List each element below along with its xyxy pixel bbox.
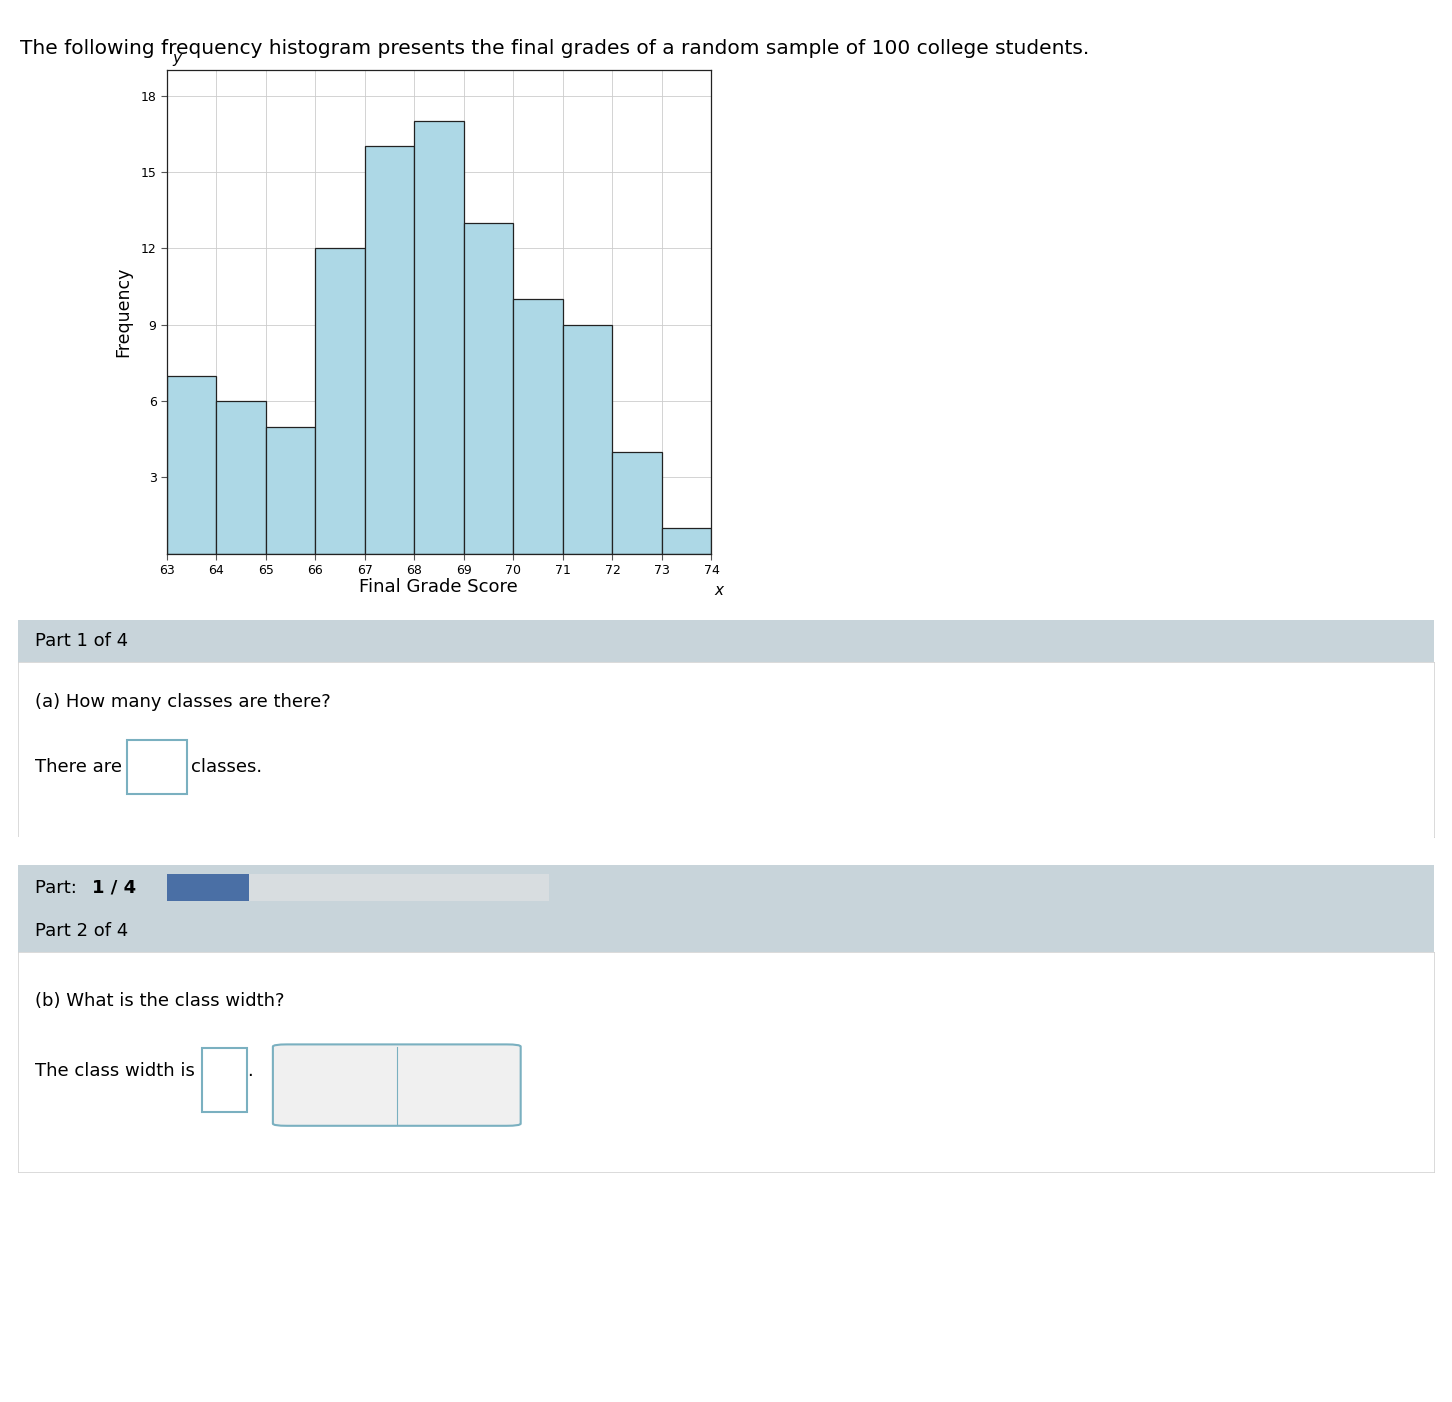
Text: $x$: $x$ — [714, 583, 726, 597]
Text: (a) How many classes are there?: (a) How many classes are there? — [35, 694, 331, 711]
Text: classes.: classes. — [190, 758, 261, 777]
Text: ↺: ↺ — [446, 1061, 460, 1080]
Bar — [216, 401, 266, 554]
Bar — [167, 873, 549, 901]
Text: ✕: ✕ — [335, 1061, 350, 1080]
Bar — [266, 426, 315, 554]
FancyBboxPatch shape — [126, 740, 186, 794]
Bar — [414, 121, 465, 554]
Text: Part 2 of 4: Part 2 of 4 — [35, 923, 128, 939]
Text: Part:: Part: — [35, 879, 83, 896]
Bar — [167, 376, 216, 554]
Bar — [364, 146, 414, 554]
Bar — [662, 529, 711, 554]
Text: Final Grade Score: Final Grade Score — [359, 578, 518, 596]
Text: There are: There are — [35, 758, 122, 777]
Text: The following frequency histogram presents the final grades of a random sample o: The following frequency histogram presen… — [20, 39, 1089, 59]
Text: The class width is: The class width is — [35, 1061, 195, 1080]
FancyBboxPatch shape — [202, 1047, 247, 1112]
Bar — [563, 325, 613, 554]
Text: (b) What is the class width?: (b) What is the class width? — [35, 991, 285, 1009]
Y-axis label: Frequency: Frequency — [115, 266, 132, 358]
Bar — [613, 451, 662, 554]
FancyBboxPatch shape — [273, 1044, 521, 1126]
Text: 11: 11 — [145, 758, 168, 777]
Bar — [465, 223, 514, 554]
Text: Part 1 of 4: Part 1 of 4 — [35, 632, 128, 651]
Bar — [167, 873, 248, 901]
Bar — [514, 299, 563, 554]
Text: $y$: $y$ — [173, 52, 184, 67]
Text: 1 / 4: 1 / 4 — [91, 879, 135, 896]
Bar — [315, 248, 364, 554]
Text: .: . — [247, 1061, 253, 1080]
